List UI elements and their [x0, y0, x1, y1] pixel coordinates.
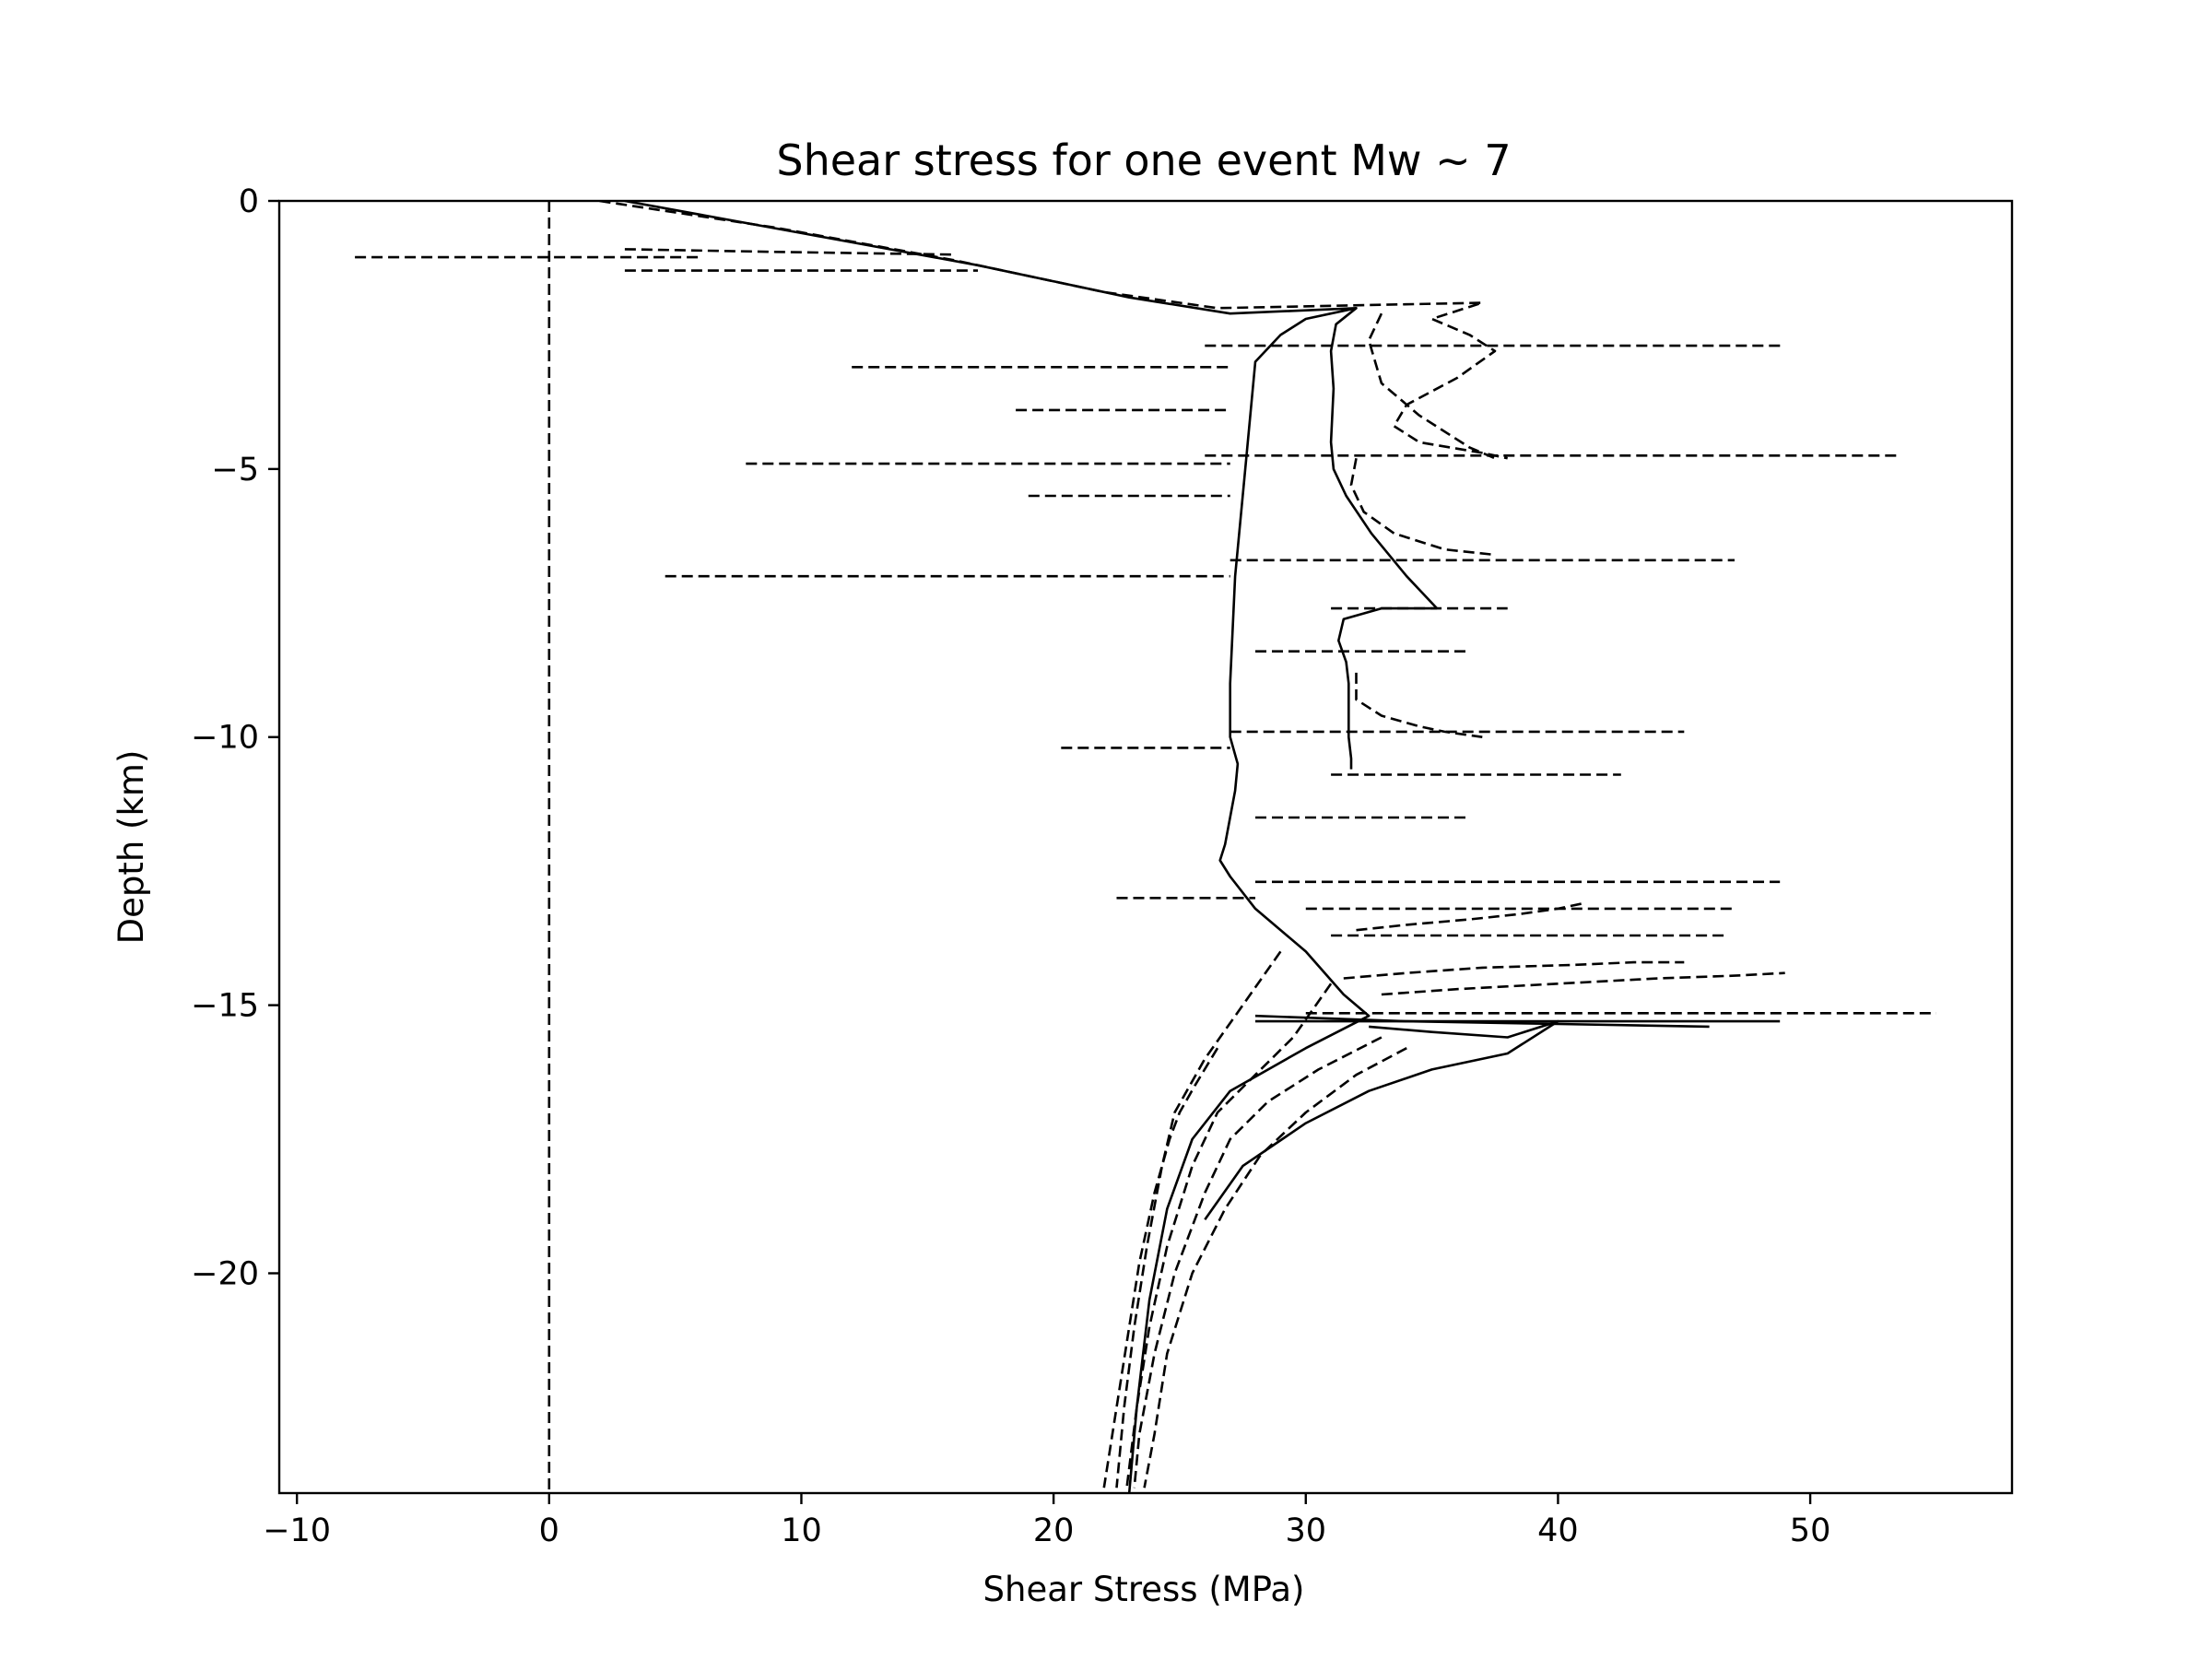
series-line-4	[1204, 1019, 1559, 1221]
x-tick-label: 40	[1537, 1512, 1579, 1549]
series-line-19	[624, 248, 953, 256]
series-line-17	[1102, 1047, 1219, 1488]
y-axis-label: Depth (km)	[112, 750, 151, 945]
x-tick-label: 20	[1033, 1512, 1075, 1549]
series-line-0	[624, 201, 1371, 1493]
series-line-2	[1337, 606, 1438, 770]
x-tick-label: 0	[539, 1512, 559, 1549]
y-axis: 0 −5 −10 −15 −20	[191, 183, 279, 1292]
y-tick-label: −15	[191, 988, 259, 1025]
series-line-9	[1355, 672, 1483, 738]
y-tick-label: −20	[191, 1255, 259, 1292]
plot-frame	[277, 199, 2014, 1495]
series-line-16	[1143, 1047, 1407, 1488]
series-line-1	[1329, 307, 1439, 609]
y-tick-label: −5	[211, 452, 259, 488]
y-tick-label: −10	[191, 720, 259, 757]
series-line-11	[1343, 960, 1685, 980]
chart-title: Shear stress for one event Mw ~ 7	[776, 135, 1511, 185]
x-tick-label: −10	[263, 1512, 331, 1549]
x-tick-label: 10	[781, 1512, 822, 1549]
x-tick-label: 50	[1790, 1512, 1831, 1549]
series-line-8	[1349, 457, 1496, 557]
series-line-6	[599, 201, 1508, 460]
series-line-15	[1133, 1036, 1382, 1488]
series-line-14	[1125, 982, 1333, 1488]
series-line-3	[1254, 1014, 1710, 1029]
y-tick-label: 0	[239, 183, 259, 220]
series-layer	[355, 201, 1936, 1493]
x-tick-label: 30	[1285, 1512, 1326, 1549]
series-line-13	[1115, 950, 1282, 1488]
x-axis-label: Shear Stress (MPa)	[983, 1570, 1305, 1609]
x-axis: −10 0 10 20 30 40 50	[263, 1493, 1830, 1549]
series-line-7	[1367, 312, 1496, 460]
